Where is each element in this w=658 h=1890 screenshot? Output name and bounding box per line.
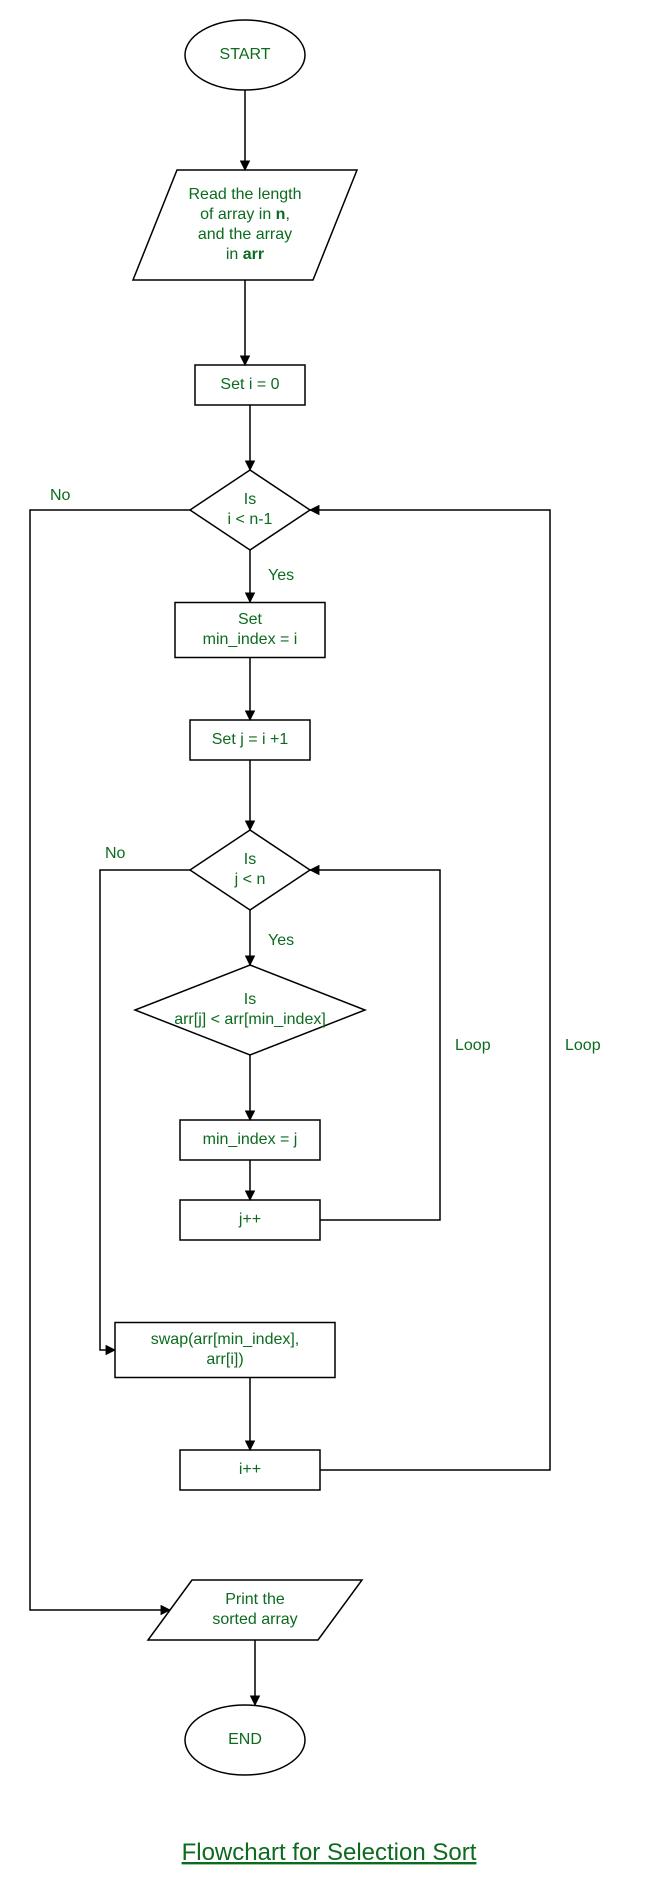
svg-text:and the array: and the array — [198, 226, 292, 243]
svg-text:i++: i++ — [239, 1461, 261, 1478]
edge-label-13: Loop — [455, 1037, 491, 1054]
edge-12 — [100, 870, 190, 1350]
svg-text:Is: Is — [244, 991, 256, 1008]
edge-label-12: No — [105, 845, 126, 862]
svg-text:arr[j] < arr[min_index]: arr[j] < arr[min_index] — [174, 1011, 326, 1028]
svg-text:Print the: Print the — [225, 1591, 285, 1608]
edge-label-6: Yes — [268, 932, 294, 949]
edge-label-11: No — [50, 487, 71, 504]
svg-text:j++: j++ — [238, 1211, 261, 1228]
svg-text:of array in n,: of array in n, — [200, 206, 290, 223]
svg-text:Read the length: Read the length — [189, 186, 302, 203]
svg-text:min_index = i: min_index = i — [203, 631, 298, 648]
edge-11 — [30, 510, 190, 1610]
svg-text:Is: Is — [244, 851, 256, 868]
svg-text:i < n-1: i < n-1 — [228, 511, 273, 528]
svg-text:Set j = i +1: Set j = i +1 — [212, 731, 289, 748]
edge-label-14: Loop — [565, 1037, 601, 1054]
svg-text:j < n: j < n — [234, 871, 266, 888]
svg-text:arr[i]): arr[i]) — [206, 1351, 243, 1368]
svg-text:Set: Set — [238, 611, 263, 628]
svg-text:sorted array: sorted array — [212, 1611, 297, 1628]
svg-text:min_index = j: min_index = j — [203, 1131, 298, 1148]
chart-title: Flowchart for Selection Sort — [182, 1839, 477, 1866]
svg-text:END: END — [228, 1731, 262, 1748]
edge-14 — [310, 510, 550, 1470]
edge-label-3: Yes — [268, 567, 294, 584]
svg-text:Set i = 0: Set i = 0 — [220, 376, 279, 393]
svg-text:swap(arr[min_index],: swap(arr[min_index], — [151, 1331, 300, 1348]
svg-text:in arr: in arr — [226, 246, 264, 263]
svg-text:Is: Is — [244, 491, 256, 508]
svg-text:START: START — [220, 46, 271, 63]
edge-13 — [310, 870, 440, 1220]
